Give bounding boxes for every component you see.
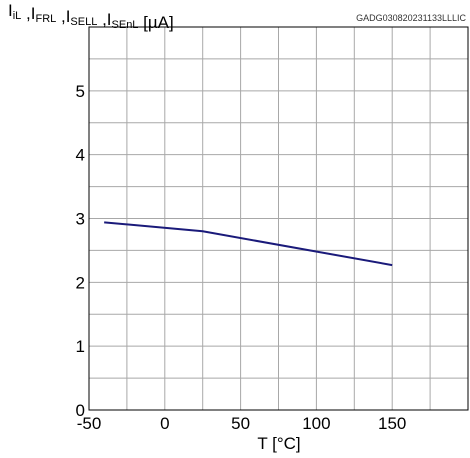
- y-tick-label: 5: [76, 82, 85, 101]
- plot-frame: [88, 26, 469, 411]
- y-tick-label: 0: [76, 401, 85, 420]
- x-tick-label: 150: [378, 414, 406, 433]
- figure-code: GADG030820231133LLLIC: [356, 13, 466, 23]
- y-tick-label: 3: [76, 210, 85, 229]
- y-tick-label: 1: [76, 337, 85, 356]
- x-tick-label: -50: [77, 414, 102, 433]
- x-tick-label: 50: [231, 414, 250, 433]
- x-tick-label: 100: [302, 414, 330, 433]
- series-layer: [104, 221, 393, 267]
- x-tick-label: 0: [160, 414, 169, 433]
- y-tick-labels: 0 1 2 3 4 5: [76, 82, 85, 420]
- series-line: [104, 221, 393, 267]
- x-tick-labels: -50 0 50 100 150: [77, 414, 407, 433]
- x-axis-label: T [°C]: [257, 434, 300, 453]
- y-axis-label: IiL ,IFRL ,ISELL ,ISEnL [µA]: [8, 1, 174, 32]
- y-tick-label: 4: [76, 146, 85, 165]
- y-tick-label: 2: [76, 273, 85, 292]
- grid: [89, 27, 468, 410]
